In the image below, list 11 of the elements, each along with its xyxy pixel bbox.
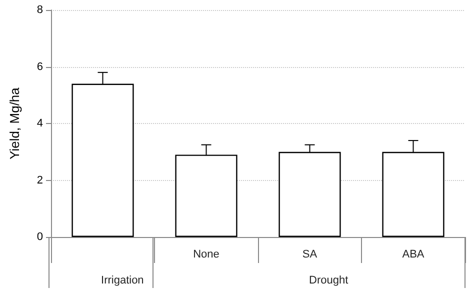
text: Irrigation (101, 274, 144, 286)
text: Drought (308, 274, 348, 286)
y-tick-label: 2 (36, 174, 43, 186)
y-tick-label: 0 (36, 231, 43, 243)
y-tick-label: 4 (36, 118, 43, 130)
x-tick-label: ABA (402, 248, 425, 260)
x-tick-label: None (193, 248, 220, 260)
x-tick-label: SA (302, 248, 318, 260)
y-tick-label: 6 (36, 60, 43, 73)
y-tick-label: 8 (36, 4, 43, 16)
y-axis-title: Yield, Mg/ha (7, 86, 22, 160)
